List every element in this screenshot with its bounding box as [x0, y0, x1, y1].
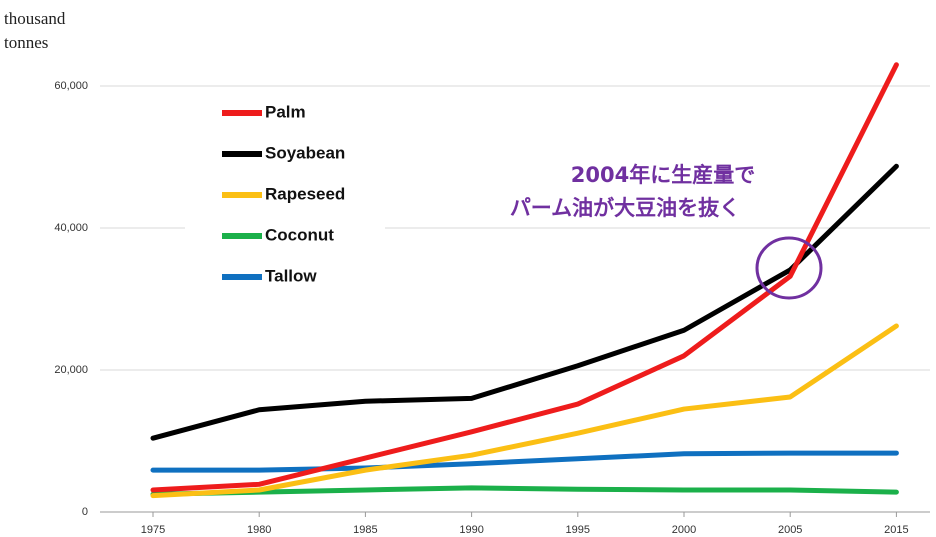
series-line	[150, 62, 899, 493]
annotation: パーム油が大豆油を抜く	[510, 196, 740, 220]
legend-label: Tallow	[265, 266, 317, 285]
y-tick-label: 40,000	[54, 222, 88, 234]
y-axis-label: thousand	[4, 9, 66, 28]
y-tick-label: 60,000	[54, 80, 88, 92]
y-tick-label: 20,000	[54, 364, 88, 376]
x-tick-label: 1990	[459, 524, 483, 536]
series-line	[150, 450, 899, 473]
series-line	[150, 163, 899, 441]
x-tick-label: 1995	[566, 524, 590, 536]
x-tick-label: 2005	[778, 524, 802, 536]
x-tick-label: 1980	[247, 524, 271, 536]
y-tick-label: 0	[82, 506, 88, 518]
x-tick-label: 2015	[884, 524, 908, 536]
x-tick-label: 1985	[353, 524, 377, 536]
legend-label: Coconut	[265, 225, 334, 244]
x-tick-label: 1975	[141, 524, 165, 536]
highlight-circle	[755, 236, 823, 300]
series-line	[150, 323, 899, 499]
y-axis-label: tonnes	[4, 33, 48, 52]
x-tick-label: 2000	[672, 524, 696, 536]
legend-label: Rapeseed	[265, 184, 345, 203]
legend-box	[185, 92, 385, 297]
legend-label: Palm	[265, 102, 306, 121]
annotation: 2004年に生産量で	[571, 163, 755, 187]
series-line	[150, 485, 899, 497]
legend-label: Soyabean	[265, 143, 345, 162]
